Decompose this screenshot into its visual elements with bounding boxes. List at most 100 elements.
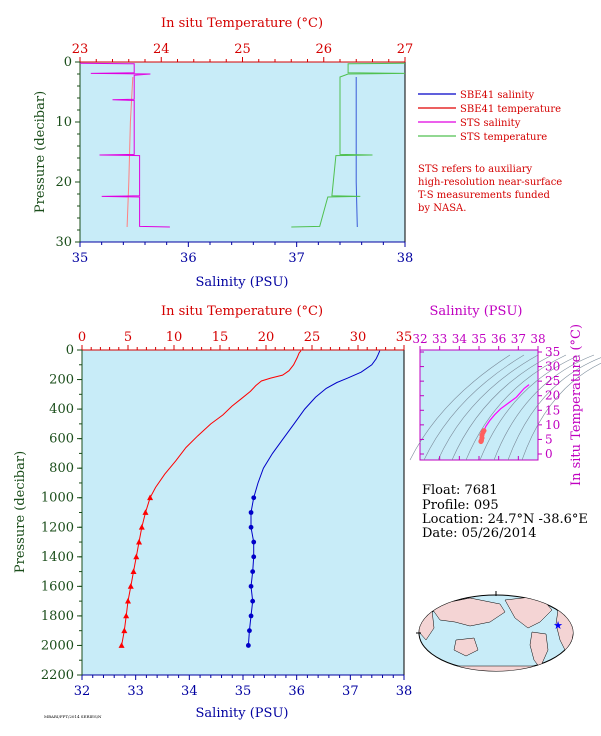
ts-right-tick-label: 0 — [545, 447, 553, 461]
full-depth-salinity-point — [251, 539, 257, 545]
float-info: Float: 7681 Profile: 095 Location: 24.7°… — [422, 483, 588, 541]
full-depth-salinity-point — [245, 643, 251, 648]
near-surface-bottom-tick-label: 35 — [72, 251, 89, 266]
full-depth-y-tick-label: 200 — [49, 373, 74, 388]
full-depth-temperature-point — [133, 553, 140, 560]
full-depth-top-tick-label: 10 — [166, 330, 183, 345]
full-depth-temperature-point — [121, 627, 128, 634]
near-surface-series-1-line — [355, 77, 358, 228]
full-depth-salinity-point — [248, 510, 254, 515]
near-surface-bottom-tick-label: 37 — [288, 251, 305, 266]
ts-series — [478, 384, 530, 445]
footer-credit: MBARI/FPT/2014 SERIES/N — [44, 714, 102, 719]
profile-number: Profile: 095 — [422, 498, 499, 513]
sts-note: STS refers to auxiliary high-resolution n… — [418, 164, 562, 214]
full-depth-salinity-point — [247, 628, 252, 634]
note-line: high-resolution near-surface — [418, 177, 562, 188]
note-line: T-S measurements funded — [418, 190, 550, 201]
full-depth-bottom-tick-label: 36 — [288, 684, 305, 699]
ts-isopycnal — [493, 354, 595, 461]
near-surface-y-axis-label: Pressure (decibar) — [33, 91, 48, 213]
full-depth-top-tick-label: 20 — [258, 330, 275, 345]
world-map: ★ — [416, 591, 574, 672]
ts-isopycnal — [479, 354, 581, 461]
full-depth-temperature-point — [127, 583, 134, 589]
ts-isopycnal — [521, 362, 601, 461]
near-surface-bottom-axis-label: Salinity (PSU) — [196, 275, 289, 290]
full-depth-series-1-line — [121, 350, 302, 646]
full-depth-series — [118, 350, 381, 648]
full-depth-top-tick-label: 25 — [304, 330, 321, 345]
full-depth-y-tick-label: 400 — [49, 402, 74, 417]
near-surface-series-3-line — [79, 62, 170, 228]
full-depth-bottom-axis-label: Salinity (PSU) — [196, 706, 289, 721]
near-surface-top-tick-label: 24 — [153, 42, 170, 57]
ts-plot-area — [419, 349, 539, 461]
note-line: STS refers to auxiliary — [418, 164, 533, 175]
full-depth-top-tick-label: 30 — [350, 330, 367, 345]
ts-right-tick-label: 25 — [545, 374, 560, 388]
full-depth-salinity-point — [248, 583, 254, 589]
full-depth-y-tick-label: 1600 — [41, 579, 74, 594]
full-depth-profile-chart: 0 5 10 15 20 25 30 35 32 33 34 35 36 37 38 0 200 400 600 80… — [13, 304, 412, 721]
location: Location: 24.7°N -38.6°E — [422, 512, 588, 527]
ts-top-tick-label: 38 — [530, 332, 545, 346]
full-depth-bottom-tick-label: 38 — [396, 684, 413, 699]
legend-label: STS salinity — [460, 118, 521, 129]
full-depth-top-tick-label: 5 — [124, 330, 132, 345]
ts-isopycnal — [423, 354, 525, 461]
near-surface-y-tick-label: 20 — [55, 175, 72, 190]
ts-density-contours — [409, 354, 601, 461]
near-surface-ticks: 23 24 25 26 27 35 36 37 38 0 10 20 30 — [55, 42, 413, 266]
near-surface-series — [79, 62, 406, 228]
legend: SBE41 salinity SBE41 temperature STS salin… — [418, 90, 561, 143]
near-surface-top-tick-label: 25 — [234, 42, 251, 57]
near-surface-bottom-tick-label: 36 — [180, 251, 197, 266]
full-depth-temperature-point — [147, 494, 154, 501]
near-surface-y-tick-label: 10 — [55, 115, 72, 130]
ts-isopycnal — [507, 357, 601, 461]
full-depth-y-axis-label: Pressure (decibar) — [13, 451, 28, 573]
near-surface-series-4-line — [291, 62, 406, 228]
ts-deep-point — [478, 438, 484, 445]
ts-isopycnal — [451, 354, 553, 461]
near-surface-y-tick-label: 0 — [64, 55, 72, 70]
legend-label: STS temperature — [460, 132, 547, 143]
full-depth-temperature-point — [123, 612, 130, 619]
legend-label: SBE41 temperature — [460, 104, 561, 115]
full-depth-top-tick-label: 15 — [212, 330, 229, 345]
full-depth-y-tick-label: 0 — [66, 343, 74, 358]
full-depth-bottom-tick-label: 34 — [181, 684, 198, 699]
full-depth-salinity-point — [251, 495, 257, 501]
full-depth-temperature-point — [142, 509, 149, 515]
full-depth-y-tick-label: 600 — [49, 432, 74, 447]
ts-isopycnal — [465, 354, 567, 461]
full-depth-top-tick-label: 35 — [396, 330, 413, 345]
ts-right-tick-label: 10 — [545, 418, 560, 432]
ts-right-tick-label: 5 — [545, 432, 553, 446]
near-surface-top-tick-label: 27 — [397, 42, 414, 57]
full-depth-bottom-tick-label: 33 — [127, 684, 144, 699]
ts-right-tick-label: 15 — [545, 403, 560, 417]
near-surface-top-axis-label: In situ Temperature (°C) — [161, 16, 323, 31]
ts-top-axis-label: Salinity (PSU) — [430, 304, 523, 319]
full-depth-y-tick-label: 2000 — [41, 638, 74, 653]
full-depth-salinity-point — [250, 569, 256, 574]
ts-top-tick-label: 35 — [471, 332, 486, 346]
full-depth-bottom-tick-label: 32 — [74, 684, 91, 699]
full-depth-temperature-point — [130, 568, 137, 574]
ts-right-tick-label: 20 — [545, 389, 560, 403]
ts-right-tick-label: 30 — [545, 360, 560, 374]
ts-isopycnal — [409, 354, 511, 461]
full-depth-temperature-point — [138, 524, 145, 530]
full-depth-temperature-point — [136, 538, 143, 545]
full-depth-y-tick-label: 800 — [49, 461, 74, 476]
near-surface-profile-chart: 23 24 25 26 27 35 36 37 38 0 10 20 30 In situ Temper… — [33, 16, 413, 290]
float-location-marker: ★ — [553, 619, 563, 632]
ts-right-tick-label: 35 — [545, 345, 560, 359]
full-depth-series-2-line — [247, 350, 381, 646]
full-depth-ticks: 0 5 10 15 20 25 30 35 32 33 34 35 36 37 38 0 200 400 600 80… — [41, 330, 412, 699]
ts-top-tick-label: 33 — [432, 332, 447, 346]
